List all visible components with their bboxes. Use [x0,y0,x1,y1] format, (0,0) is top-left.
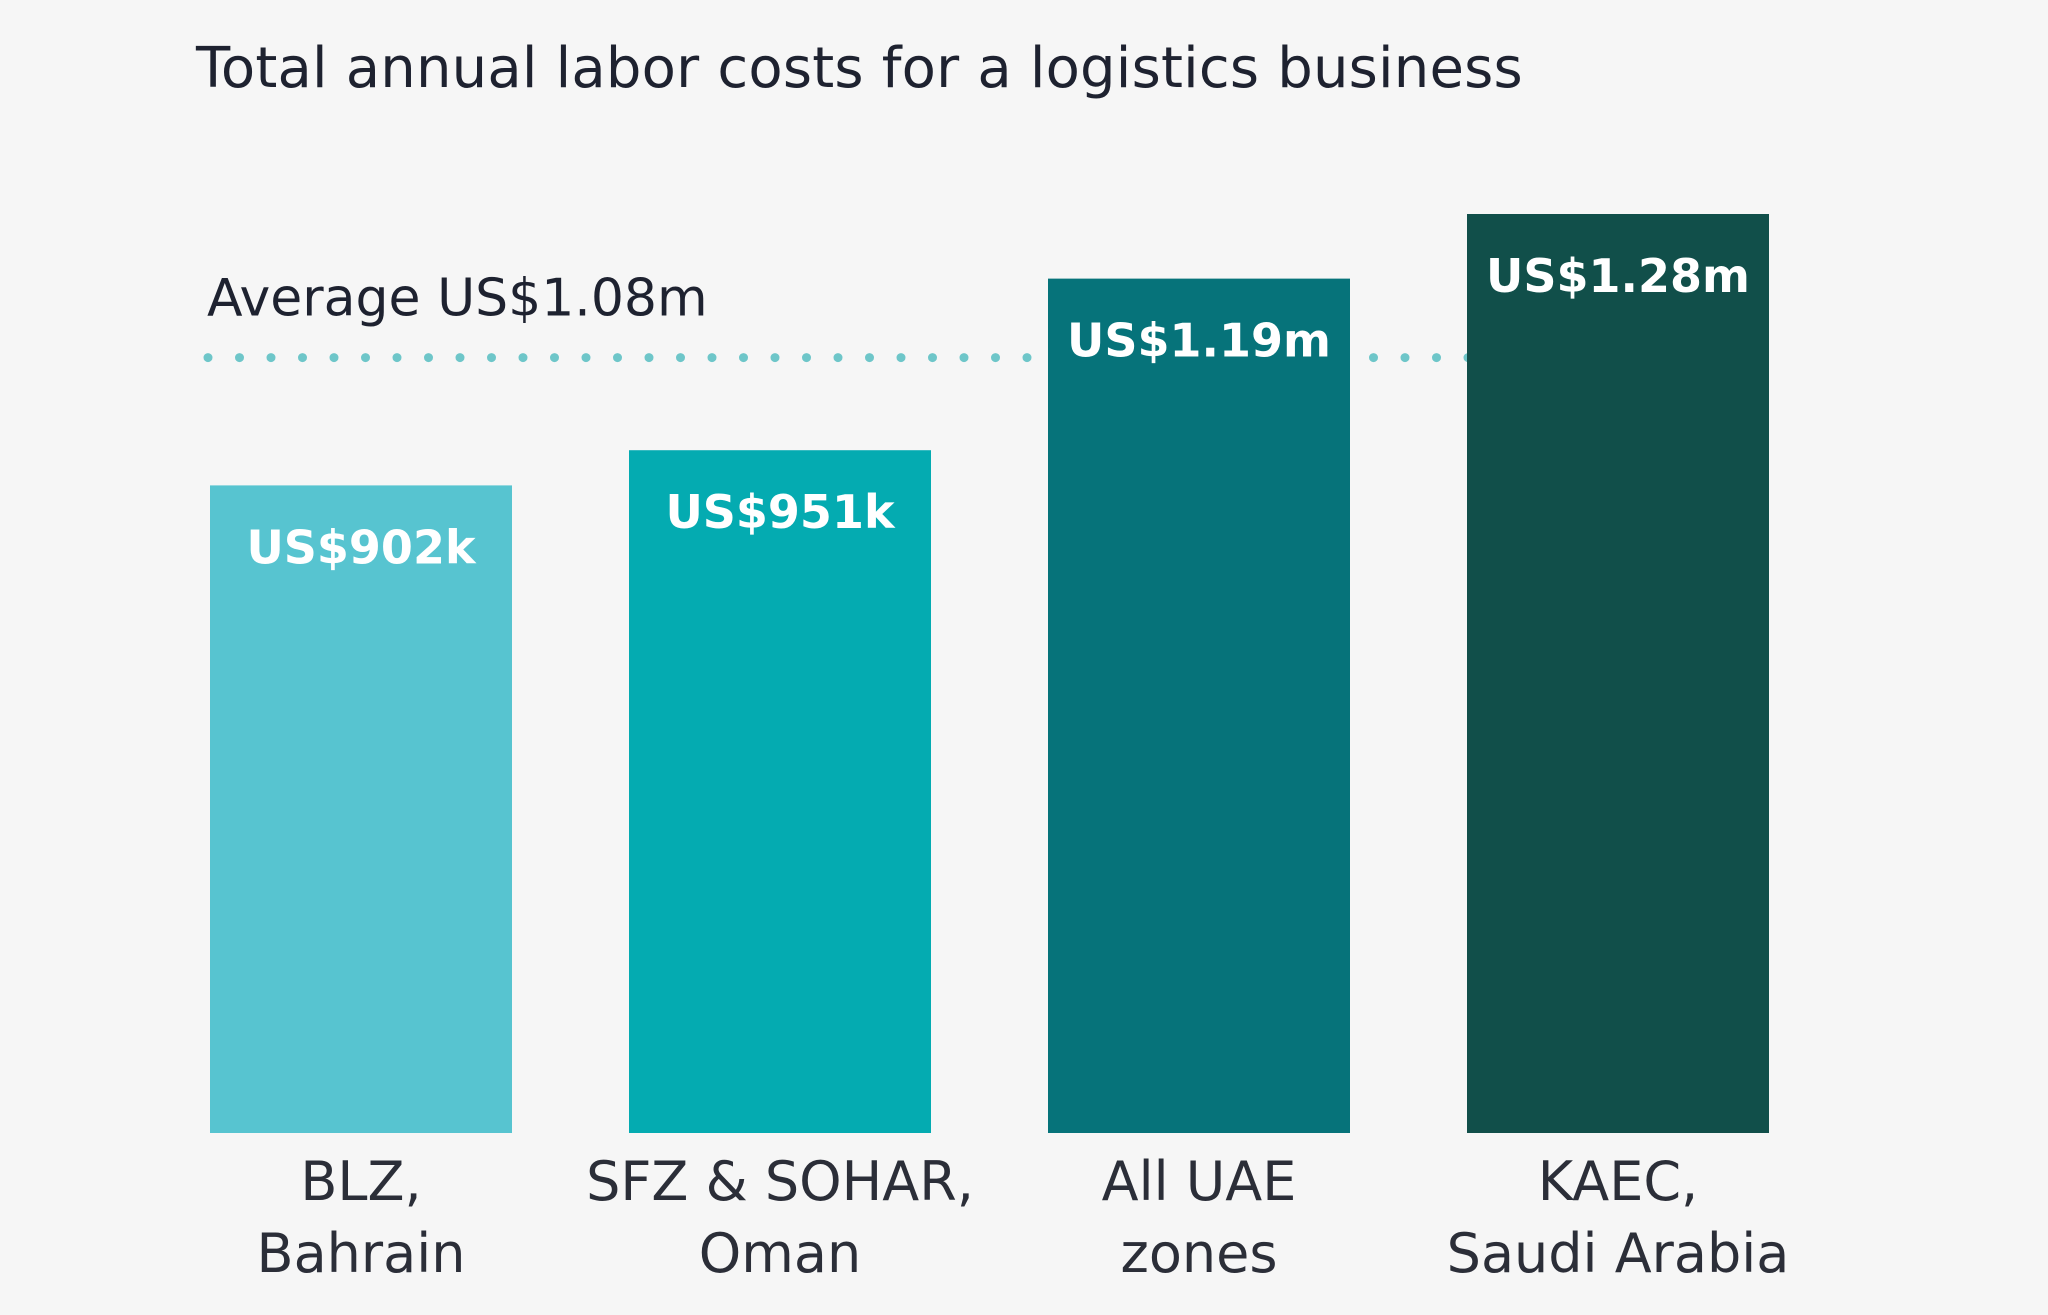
category-label: zones [1121,1222,1278,1285]
bar-value-label: US$951k [665,485,896,539]
category-label: Oman [699,1222,861,1285]
category-label: SFZ & SOHAR, [586,1150,974,1213]
category-label: Bahrain [257,1222,466,1285]
category-labels-layer: BLZ, Bahrain SFZ & SOHAR, Oman All UAE zones K… [257,1150,1790,1285]
bar-1 [210,485,512,1133]
bar-value-label: US$1.19m [1067,314,1331,368]
chart-title: Total annual labor costs for a logistics… [196,36,1523,101]
bars-layer: US$902k US$951k US$1.19m US$1.28m [210,214,1769,1133]
bar-value-label: US$902k [246,520,477,574]
average-label: Average US$1.08m [207,269,708,329]
average-layer: Average US$1.08m [203,269,1475,363]
category-label: KAEC, [1538,1150,1698,1213]
bar-4 [1467,214,1769,1133]
category-label: All UAE [1102,1150,1297,1213]
category-label: Saudi Arabia [1447,1222,1790,1285]
category-label: BLZ, [300,1150,421,1213]
bar-2 [629,450,931,1133]
bar-3 [1048,278,1350,1133]
bar-value-label: US$1.28m [1486,249,1750,303]
